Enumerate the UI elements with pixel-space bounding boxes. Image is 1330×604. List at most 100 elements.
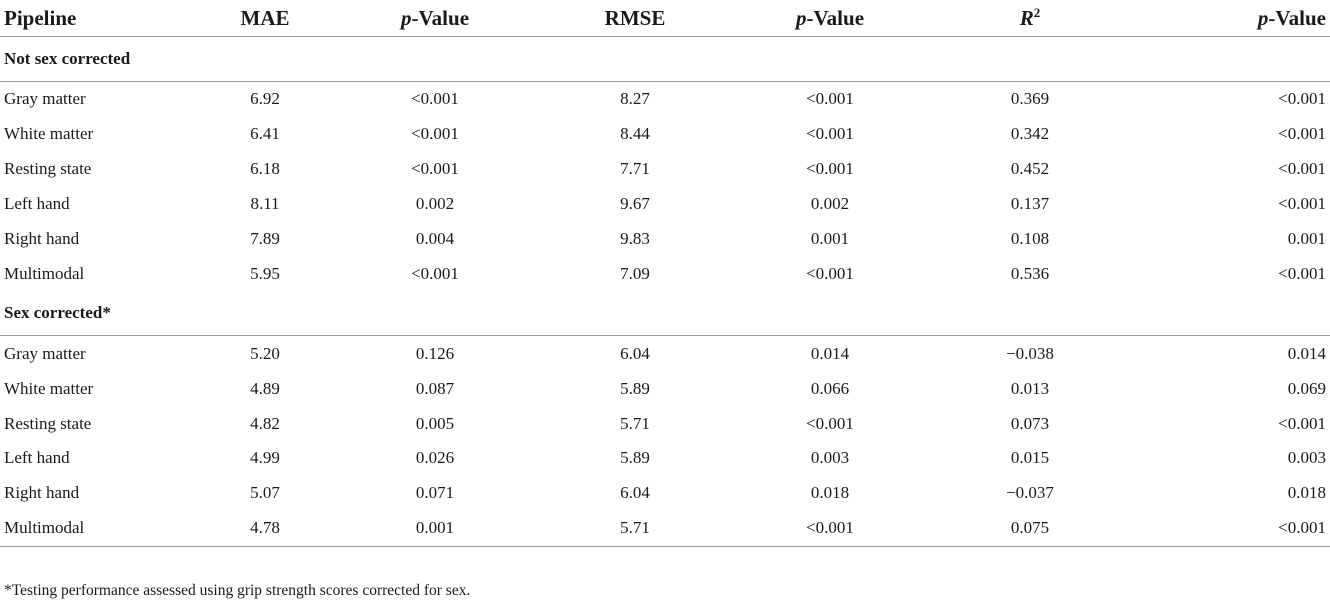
cell-pipeline: Left hand <box>4 194 70 214</box>
cell-p-value-mae: 0.026 <box>415 448 455 468</box>
cell-p-value-rmse: <0.001 <box>806 124 854 144</box>
cell-p-value-rmse: <0.001 <box>730 510 930 547</box>
table-row: Gray matter 5.20 0.126 6.04 0.014 −0.038 0.014 <box>0 336 1330 371</box>
cell-mae: 6.18 <box>250 159 280 179</box>
cell-mae: 5.07 <box>250 483 280 503</box>
cell-p-value-r2: 0.001 <box>1287 229 1326 248</box>
cell-r-squared: 0.342 <box>1010 124 1050 144</box>
cell-p-value-rmse: 0.014 <box>810 343 850 363</box>
cell-mae: 6.41 <box>250 124 280 144</box>
cell-mae: 4.89 <box>250 378 280 398</box>
header-pipeline: Pipeline <box>0 0 200 37</box>
cell-rmse: 5.89 <box>620 378 650 398</box>
cell-p-value-mae: <0.001 <box>411 159 459 179</box>
cell-mae: 4.82 <box>250 413 280 433</box>
cell-r-squared: 0.452 <box>1010 159 1050 179</box>
table-body: Not sex corrected Gray matter 6.92 <0.001 8.… <box>0 36 1330 547</box>
cell-p-value-rmse: <0.001 <box>806 413 854 433</box>
section-header-row: Not sex corrected <box>0 36 1330 82</box>
cell-p-value-r2: 0.014 <box>1287 343 1326 363</box>
cell-mae: 4.78 <box>200 510 330 547</box>
cell-p-value-r2: <0.001 <box>1278 263 1326 283</box>
cell-p-value-r2: <0.001 <box>1278 124 1326 144</box>
cell-r-squared: 0.073 <box>1010 413 1050 433</box>
section-header-row: Sex corrected* <box>0 291 1330 337</box>
cell-rmse: 9.83 <box>620 229 650 248</box>
table-row: Resting state 4.82 0.005 5.71 <0.001 0.073 <0.… <box>0 406 1330 441</box>
cell-pipeline: Multimodal <box>4 263 85 283</box>
table-row: Right hand 5.07 0.071 6.04 0.018 −0.037 0.018 <box>0 476 1330 511</box>
header-rmse: RMSE <box>540 0 730 37</box>
cell-pipeline: Gray matter <box>4 89 86 109</box>
header-r-squared: R2 <box>930 0 1130 37</box>
cell-pipeline: Resting state <box>4 413 92 433</box>
cell-mae: 8.11 <box>250 194 280 214</box>
cell-p-value-rmse: <0.001 <box>806 89 854 109</box>
cell-p-value-mae: 0.126 <box>415 343 455 363</box>
cell-pipeline: White matter <box>4 124 94 144</box>
cell-r-squared: 0.015 <box>1010 448 1050 468</box>
cell-mae: 6.92 <box>250 89 280 109</box>
cell-r-squared: 0.013 <box>1010 378 1050 398</box>
cell-rmse: 8.27 <box>620 89 650 109</box>
cell-p-value-rmse: 0.002 <box>810 194 850 214</box>
table-row: Left hand 8.11 0.002 9.67 0.002 0.137 <0.001 <box>0 187 1330 222</box>
cell-pipeline: White matter <box>4 378 94 398</box>
header-p-value-r2: p-Value <box>1130 0 1330 37</box>
results-table: Pipeline MAE p-Value RMSE p-Value R2 p-V… <box>0 0 1330 547</box>
cell-r-squared: −0.037 <box>1006 483 1054 503</box>
cell-p-value-rmse: 0.018 <box>810 483 850 503</box>
section-title: Not sex corrected <box>0 36 1330 82</box>
cell-p-value-mae: <0.001 <box>411 89 459 109</box>
cell-p-value-mae: 0.004 <box>415 229 455 248</box>
cell-pipeline: Resting state <box>4 159 92 179</box>
cell-p-value-rmse: <0.001 <box>806 159 854 179</box>
cell-pipeline: Right hand <box>4 483 80 503</box>
cell-p-value-rmse: 0.003 <box>810 448 850 468</box>
cell-p-value-r2: <0.001 <box>1278 413 1326 433</box>
cell-pipeline: Multimodal <box>0 510 200 547</box>
cell-pipeline: Left hand <box>4 448 70 468</box>
cell-r-squared: 0.536 <box>1010 263 1050 283</box>
table-row: Gray matter 6.92 <0.001 8.27 <0.001 0.369 <0.0… <box>0 82 1330 117</box>
cell-p-value-mae: 0.002 <box>415 194 455 214</box>
cell-r-squared: 0.137 <box>1010 194 1050 214</box>
cell-pipeline: Gray matter <box>4 343 86 363</box>
cell-rmse: 5.71 <box>540 510 730 547</box>
table-row: Multimodal 4.78 0.001 5.71 <0.001 0.075 <0.001 <box>0 510 1330 547</box>
cell-p-value-mae: 0.071 <box>415 483 455 503</box>
table-row: Resting state 6.18 <0.001 7.71 <0.001 0.452 <0… <box>0 152 1330 187</box>
cell-p-value-r2: <0.001 <box>1278 89 1326 109</box>
header-p-value-mae: p-Value <box>330 0 540 37</box>
cell-p-value-r2: 0.018 <box>1287 483 1326 503</box>
cell-p-value-mae: <0.001 <box>411 263 459 283</box>
section-title: Sex corrected* <box>0 291 1330 337</box>
cell-mae: 5.95 <box>250 263 280 283</box>
cell-r-squared: 0.075 <box>930 510 1130 547</box>
cell-rmse: 7.09 <box>620 263 650 283</box>
cell-p-value-r2: <0.001 <box>1278 159 1326 179</box>
cell-mae: 4.99 <box>250 448 280 468</box>
cell-p-value-rmse: 0.001 <box>810 229 850 248</box>
cell-pipeline: Right hand <box>4 229 80 248</box>
cell-rmse: 9.67 <box>620 194 650 214</box>
table-row: Right hand 7.89 0.004 9.83 0.001 0.108 0.001 <box>0 222 1330 257</box>
cell-r-squared: −0.038 <box>1006 343 1054 363</box>
cell-p-value-mae: <0.001 <box>411 124 459 144</box>
cell-p-value-rmse: 0.066 <box>810 378 850 398</box>
cell-p-value-rmse: <0.001 <box>806 263 854 283</box>
cell-p-value-r2: 0.003 <box>1287 448 1326 468</box>
cell-p-value-mae: 0.001 <box>330 510 540 547</box>
table-row: White matter 6.41 <0.001 8.44 <0.001 0.342 <0.… <box>0 117 1330 152</box>
cell-mae: 7.89 <box>250 229 280 248</box>
cell-p-value-r2: 0.069 <box>1287 378 1326 398</box>
cell-p-value-r2: <0.001 <box>1278 194 1326 214</box>
cell-mae: 5.20 <box>250 343 280 363</box>
table-header-row: Pipeline MAE p-Value RMSE p-Value R2 p-V… <box>0 0 1330 37</box>
table-footnote: *Testing performance assessed using grip… <box>4 582 471 599</box>
cell-r-squared: 0.108 <box>1010 229 1050 248</box>
cell-p-value-mae: 0.005 <box>415 413 455 433</box>
cell-p-value-r2: <0.001 <box>1130 510 1330 547</box>
cell-p-value-mae: 0.087 <box>415 378 455 398</box>
